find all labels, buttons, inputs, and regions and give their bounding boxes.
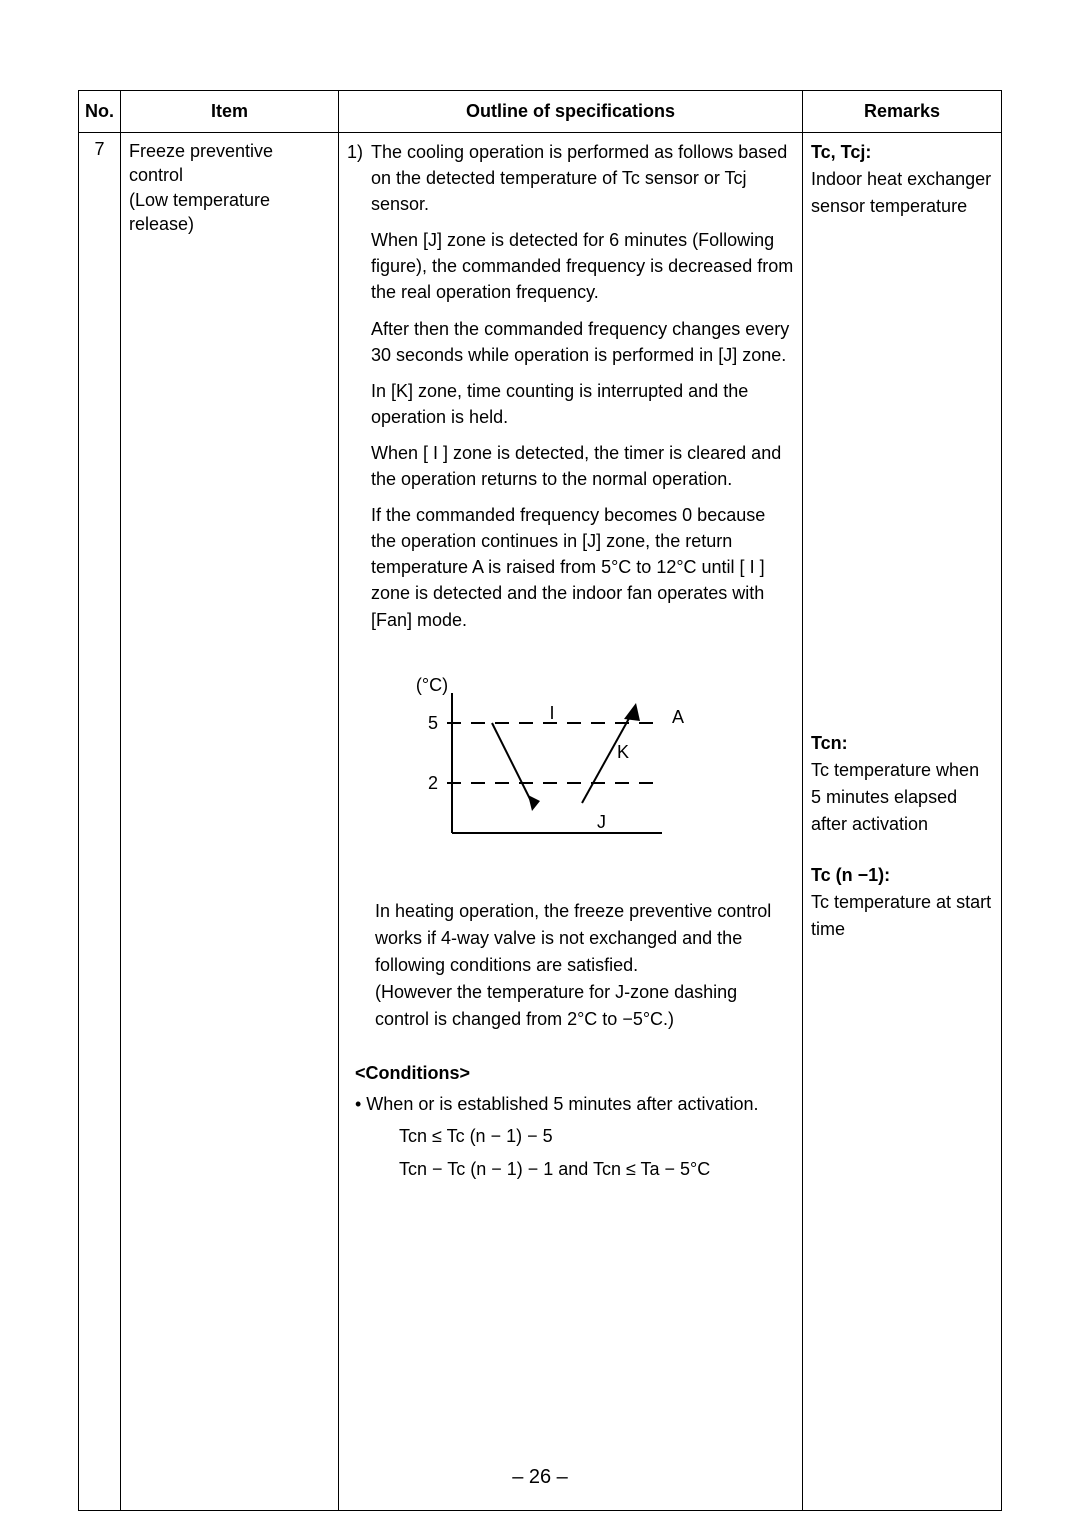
cond-eq2: Tcn − Tc (n − 1) − 1 and Tcn ≤ Ta − 5°C (355, 1155, 794, 1184)
cell-remarks: Tc, Tcj: Indoor heat exchanger sensor te… (803, 133, 1002, 1511)
spec-p5: When [ I ] zone is detected, the timer i… (371, 440, 794, 492)
cell-item: Freeze preventive control (Low temperatu… (121, 133, 339, 1511)
col-item: Item (121, 91, 339, 133)
spec-heating: In heating operation, the freeze prevent… (347, 898, 794, 1033)
item-title: Freeze preventive control (129, 141, 273, 185)
svg-text:A: A (672, 707, 684, 727)
table-row: 7 Freeze preventive control (Low tempera… (79, 133, 1002, 1511)
page-number: – 26 – (0, 1466, 1080, 1489)
col-no: No. (79, 91, 121, 133)
cell-spec: 1) The cooling operation is performed as… (339, 133, 803, 1511)
col-rem: Remarks (803, 91, 1002, 133)
remark-3-head: Tc (n −1): (811, 865, 890, 885)
col-spec: Outline of specifications (339, 91, 803, 133)
remark-1-head: Tc, Tcj: (811, 142, 871, 162)
remark-2: Tcn: Tc temperature when 5 minutes elaps… (811, 730, 993, 838)
cond-line1: • When or is established 5 minutes after… (355, 1090, 794, 1119)
cond-eq1: Tcn ≤ Tc (n − 1) − 5 (355, 1122, 794, 1151)
svg-text:(°C): (°C) (416, 675, 448, 695)
svg-text:J: J (597, 812, 606, 832)
remark-2-body: Tc temperature when 5 minutes elapsed af… (811, 760, 979, 834)
spec-p2: When [J] zone is detected for 6 minutes … (371, 227, 794, 305)
spec-p1: The cooling operation is performed as fo… (371, 142, 787, 214)
svg-text:K: K (617, 742, 629, 762)
svg-text:I: I (549, 703, 554, 723)
zone-chart: (°C) 5 2 I A K J (402, 673, 794, 858)
cell-no: 7 (79, 133, 121, 1511)
spec-table: No. Item Outline of specifications Remar… (78, 90, 1002, 1511)
remark-2-head: Tcn: (811, 733, 848, 753)
svg-text:5: 5 (428, 713, 438, 733)
conditions-heading: <Conditions> (347, 1063, 794, 1084)
svg-text:2: 2 (428, 773, 438, 793)
remark-3-body: Tc temperature at start time (811, 892, 991, 939)
remark-1: Tc, Tcj: Indoor heat exchanger sensor te… (811, 139, 993, 220)
spec-p3: After then the commanded frequency chang… (371, 316, 794, 368)
remark-1-body: Indoor heat exchanger sensor temperature (811, 169, 991, 216)
item-subtitle: (Low temperature release) (129, 190, 270, 234)
list-number: 1) (347, 139, 363, 165)
table-header-row: No. Item Outline of specifications Remar… (79, 91, 1002, 133)
spec-p6: If the commanded frequency becomes 0 bec… (371, 502, 794, 632)
spec-p4: In [K] zone, time counting is interrupte… (371, 378, 794, 430)
remark-3: Tc (n −1): Tc temperature at start time (811, 862, 993, 943)
